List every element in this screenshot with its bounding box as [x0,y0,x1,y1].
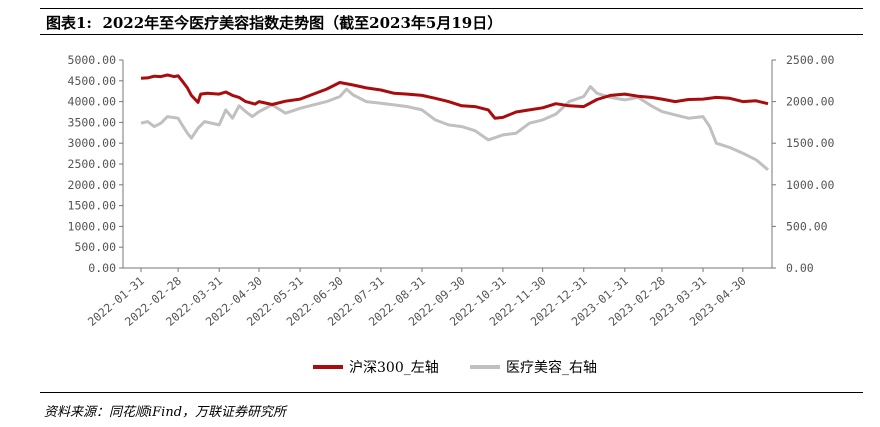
legend-item-medaesthetic-label: 医疗美容_右轴 [506,359,597,376]
right-y-tick-label: 1000.00 [786,178,835,192]
left-y-tick-label: 4500.00 [68,74,117,88]
left-y-tick-label: 2000.00 [68,178,117,192]
left-y-tick-label: 2500.00 [68,157,117,171]
left-y-tick-label: 500.00 [74,240,116,254]
left-y-tick-label: 3500.00 [68,115,117,129]
figure-title-text: 2022年至今医疗美容指数走势图（截至2023年5月19日） [102,14,503,32]
left-y-tick-label: 1000.00 [68,219,117,233]
chart: 0.00 500.00 1000.00 1500.00 2000.00 2500.00 30… [68,53,835,376]
right-y-tick-label: 1500.00 [786,136,835,150]
left-y-tick-label: 4000.00 [68,95,117,109]
top-rule [40,8,863,9]
bottom-rule [40,392,863,393]
right-y-tick-label: 2000.00 [786,95,835,109]
right-y-tick-label: 500.00 [786,219,828,233]
figure-title-prefix: 图表1: [46,14,92,32]
legend-item-hs300-label: 沪深300_左轴 [349,360,439,376]
left-y-tick-label: 3000.00 [68,136,117,150]
series-line-medaesthetic [140,85,769,171]
series-line-hs300 [140,73,769,120]
left-y-tick-label: 0.00 [88,261,116,275]
source-note: 资料来源：同花顺iFind，万联证券研究所 [44,405,287,420]
right-y-tick-label: 0.00 [786,261,814,275]
left-y-tick-label: 5000.00 [68,53,117,67]
right-y-tick-label: 2500.00 [786,53,835,67]
left-y-tick-label: 1500.00 [68,199,117,213]
figure-title: 图表1: 2022年至今医疗美容指数走势图（截至2023年5月19日） [46,12,502,33]
title-rule [40,34,863,35]
